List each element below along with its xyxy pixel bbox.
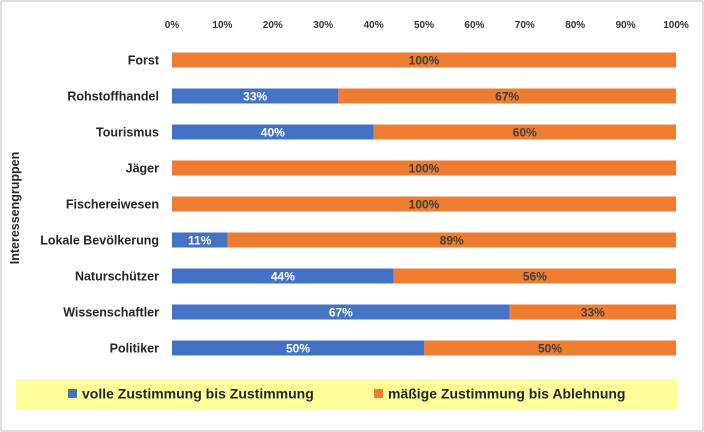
data-label: 67% — [495, 90, 519, 104]
bar-segment — [338, 88, 676, 104]
x-tick-label: 20% — [263, 20, 283, 31]
x-tick-label: 80% — [565, 20, 585, 31]
data-label: 67% — [329, 306, 353, 320]
category-label: Forst — [128, 54, 160, 68]
data-label: 100% — [409, 162, 440, 176]
bar-segment — [424, 340, 676, 356]
data-label: 100% — [409, 198, 440, 212]
data-label: 40% — [261, 126, 285, 140]
legend-label: mäßige Zustimmung bis Ablehnung — [388, 386, 625, 402]
bar-segment — [172, 304, 510, 320]
category-label: Fischereiwesen — [66, 198, 159, 212]
data-labels: 100% 33% 67% 40% 60% 100% 100% 11% 89% 44% 56% 67% 3… — [188, 54, 605, 356]
bar-segment — [509, 304, 676, 320]
bar-segment — [172, 340, 424, 356]
data-label: 50% — [538, 342, 562, 356]
legend-swatch — [68, 389, 77, 398]
bar-segment — [172, 232, 228, 248]
bar-segment — [172, 196, 676, 212]
x-axis-ticks: 0% 10% 20% 30% 40% 50% 60% 70% 80% 90% 100% — [165, 20, 689, 31]
bar-segment — [373, 124, 676, 140]
bar-segment — [172, 124, 374, 140]
x-tick-label: 60% — [464, 20, 484, 31]
x-tick-label: 10% — [212, 20, 232, 31]
legend-label: volle Zustimmung bis Zustimmung — [82, 386, 314, 402]
data-label: 89% — [440, 234, 464, 248]
bar-segment — [172, 268, 394, 284]
category-label: Naturschützer — [75, 270, 159, 284]
x-tick-label: 30% — [313, 20, 333, 31]
legend: volle Zustimmung bis Zustimmung mäßige Zu… — [68, 386, 625, 402]
bar-segment — [172, 160, 676, 176]
bar-segment — [393, 268, 676, 284]
data-label: 44% — [271, 270, 295, 284]
bar-segment — [227, 232, 676, 248]
x-tick-label: 40% — [364, 20, 384, 31]
category-label: Rohstoffhandel — [67, 90, 159, 104]
x-tick-label: 50% — [414, 20, 434, 31]
data-label: 100% — [409, 54, 440, 68]
x-tick-label: 100% — [663, 20, 689, 31]
category-labels: Forst Rohstoffhandel Tourismus Jäger Fischer… — [40, 54, 160, 356]
bar-segment — [172, 88, 339, 104]
category-label: Tourismus — [96, 126, 159, 140]
y-axis-label: Interessengruppen — [8, 152, 22, 265]
data-label: 60% — [513, 126, 537, 140]
x-tick-label: 70% — [515, 20, 535, 31]
data-label: 11% — [188, 234, 212, 248]
category-label: Politiker — [110, 342, 159, 356]
data-label: 56% — [523, 270, 547, 284]
bars — [172, 52, 676, 356]
category-label: Jäger — [126, 162, 159, 176]
x-tick-label: 0% — [165, 20, 180, 31]
x-tick-label: 90% — [616, 20, 636, 31]
bar-segment — [172, 52, 676, 68]
category-label: Wissenschaftler — [63, 306, 159, 320]
legend-swatch — [374, 389, 383, 398]
data-label: 50% — [286, 342, 310, 356]
data-label: 33% — [243, 90, 267, 104]
category-label: Lokale Bevölkerung — [40, 234, 159, 248]
legend-background — [16, 379, 678, 409]
data-label: 33% — [581, 306, 605, 320]
